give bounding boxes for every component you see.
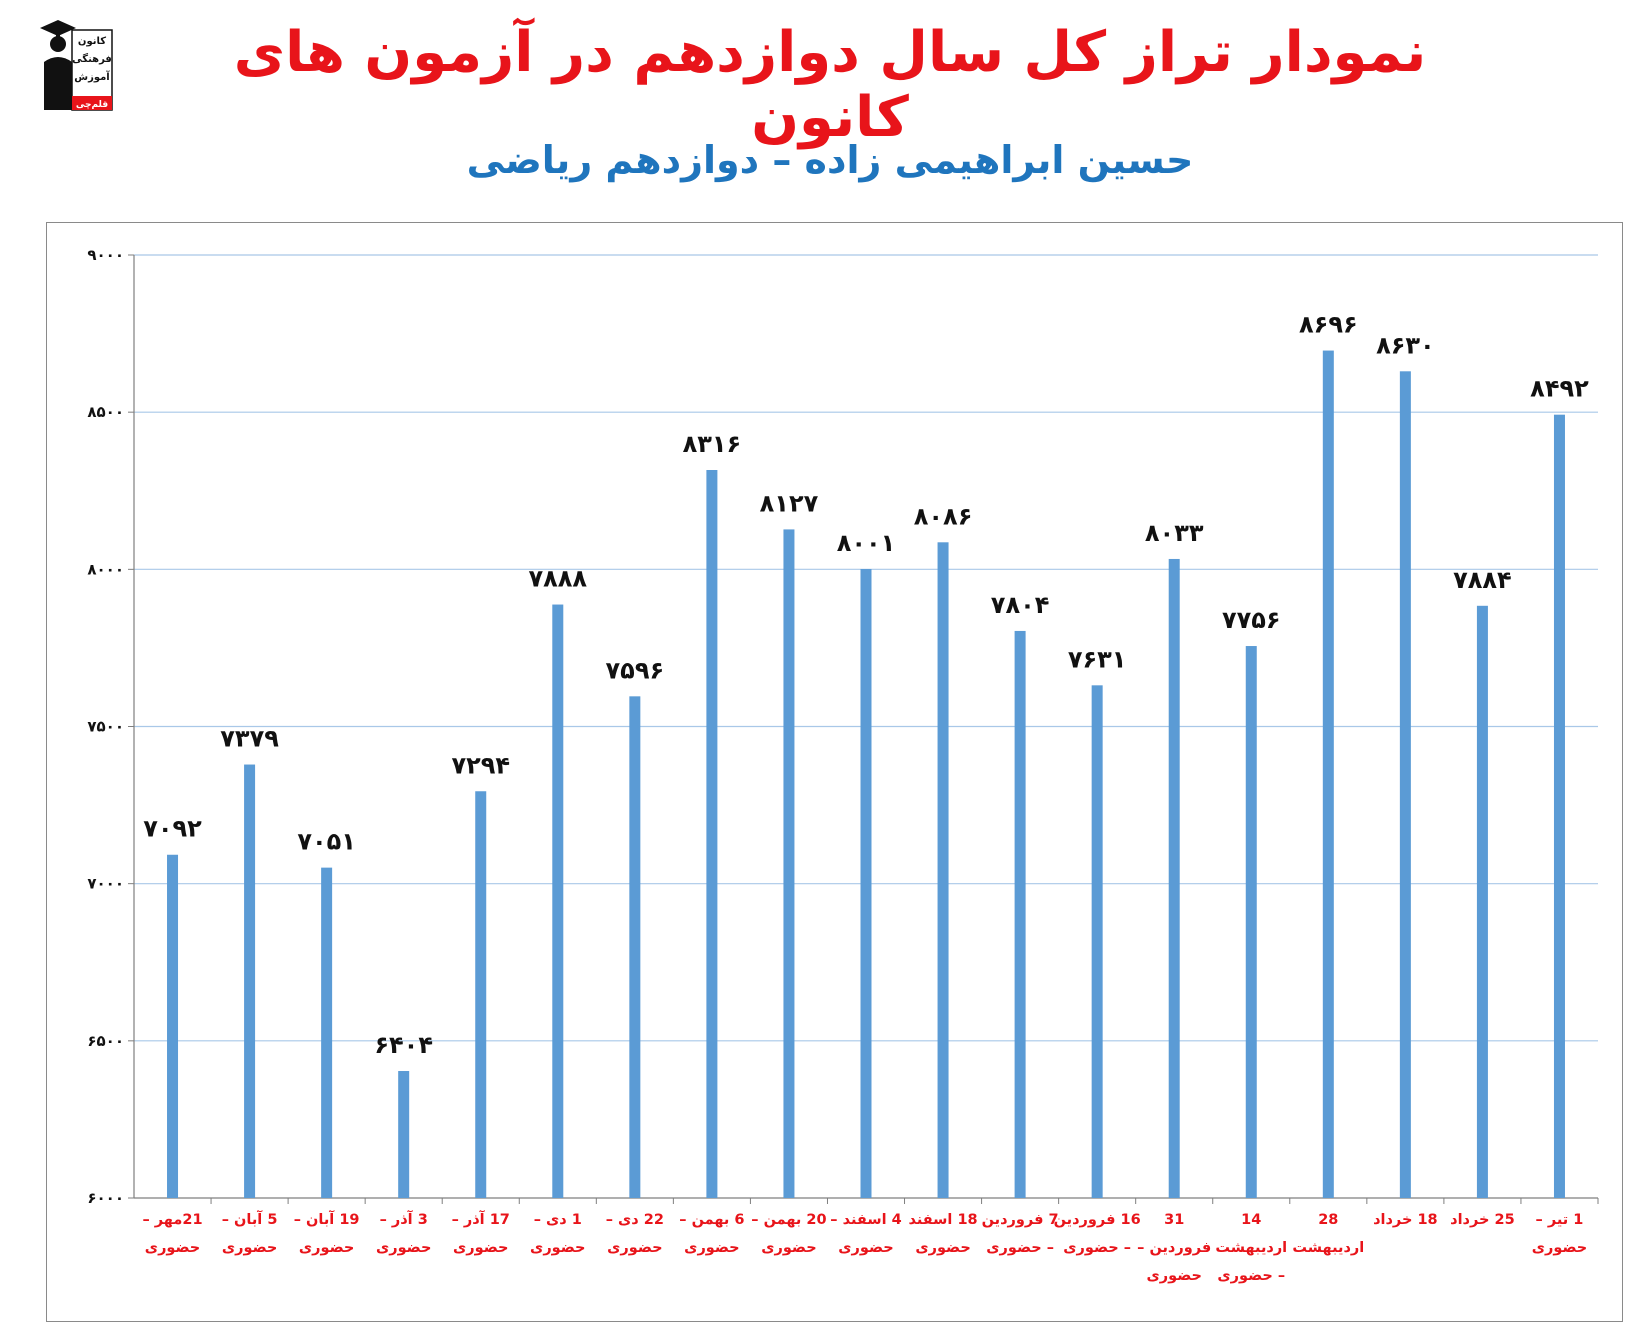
- bar: [860, 569, 872, 1198]
- data-label: ۷۰۹۲: [143, 815, 202, 843]
- category-label: اردیبهشت: [1215, 1240, 1287, 1256]
- category-label: حضوری: [915, 1240, 970, 1256]
- data-label: ۶۴۰۴: [374, 1031, 433, 1059]
- category-label: حضوری: [1146, 1268, 1201, 1284]
- y-tick-label: ۶۰۰۰: [87, 1189, 124, 1207]
- category-label: 31: [1164, 1212, 1184, 1228]
- bar: [783, 529, 795, 1198]
- bar: [321, 867, 333, 1198]
- data-labels: ۷۰۹۲ ۷۳۷۹ ۷۰۵۱ ۶۴۰۴ ۷۲۹۴ ۷۸۸۸ ۷۵۹۶ ۸۳۱۶ ۸۱۲۷ ۸۰۰۱…: [143, 311, 1589, 1059]
- logo-line: کانون: [78, 36, 106, 47]
- category-label: – حضوری: [1217, 1268, 1285, 1284]
- graduate-figure-icon: کانون فرهنگی آموزش قلم‌چی: [40, 20, 113, 111]
- bar: [475, 791, 487, 1198]
- data-label: ۸۴۹۲: [1530, 375, 1589, 403]
- category-label: 5 آبان –: [222, 1210, 278, 1228]
- bar: [1322, 350, 1334, 1198]
- bar: [1091, 685, 1103, 1198]
- category-label: 4 اسفند –: [830, 1212, 901, 1228]
- category-label: حضوری: [222, 1240, 277, 1256]
- category-label: 1 دی –: [534, 1212, 582, 1228]
- data-label: ۷۰۵۱: [297, 828, 356, 856]
- logo: کانون فرهنگی آموزش قلم‌چی: [36, 10, 126, 120]
- category-label: 1 تیر –: [1536, 1212, 1584, 1228]
- y-tick-label: ۷۰۰۰: [87, 875, 124, 893]
- category-label: حضوری: [453, 1240, 508, 1256]
- category-label: 18 اسفند: [908, 1212, 977, 1228]
- page-subtitle: حسین ابراهیمی زاده – دوازدهم ریاضی: [466, 138, 1194, 182]
- logo-line: آموزش: [74, 70, 110, 83]
- bar: [1399, 371, 1411, 1198]
- category-label: 28: [1318, 1212, 1338, 1228]
- category-label: حضوری: [607, 1240, 662, 1256]
- bars: [167, 350, 1565, 1198]
- data-label: ۸۶۹۶: [1299, 311, 1358, 339]
- logo-line: قلم‌چی: [76, 100, 108, 110]
- data-label: ۷۷۵۶: [1222, 606, 1281, 634]
- category-label: فروردین –: [1137, 1240, 1211, 1256]
- bar: [398, 1071, 410, 1198]
- bar: [1168, 558, 1180, 1198]
- y-tick-label: ۷۵۰۰: [87, 718, 124, 736]
- y-tick-label: ۸۵۰۰: [87, 403, 124, 421]
- data-label: ۷۲۹۴: [451, 751, 510, 779]
- category-label: 20 بهمن –: [751, 1212, 826, 1228]
- data-label: ۷۸۰۴: [991, 591, 1050, 619]
- category-label: 7 فروردین: [982, 1212, 1059, 1228]
- data-label: ۷۵۹۶: [606, 656, 665, 684]
- category-label: 25 خرداد: [1450, 1212, 1515, 1228]
- category-label: – حضوری: [986, 1240, 1054, 1256]
- category-label: حضوری: [530, 1240, 585, 1256]
- data-label: ۸۱۲۷: [760, 489, 819, 517]
- category-label: – حضوری: [1063, 1240, 1131, 1256]
- data-label: ۷۸۸۴: [1453, 566, 1512, 594]
- data-label: ۸۰۳۳: [1145, 519, 1204, 547]
- bar: [1476, 605, 1488, 1198]
- category-label: 19 آبان –: [294, 1210, 360, 1228]
- bar: [937, 542, 949, 1198]
- category-label: حضوری: [761, 1240, 816, 1256]
- bar: [1245, 646, 1257, 1198]
- category-label: 22 دی –: [606, 1212, 664, 1228]
- category-label: حضوری: [376, 1240, 431, 1256]
- category-label: 6 بهمن –: [679, 1212, 744, 1228]
- category-label: حضوری: [145, 1240, 200, 1256]
- bar: [1553, 414, 1565, 1198]
- chart-frame: [46, 222, 1623, 1322]
- data-label: ۸۶۳۰: [1376, 331, 1435, 359]
- category-label: حضوری: [838, 1240, 893, 1256]
- data-label: ۸۰۰۱: [837, 529, 896, 557]
- data-label: ۷۶۳۱: [1068, 645, 1127, 673]
- category-labels: 21مهر – حضوری 5 آبان – حضوری 19 آبان – حضوری 3…: [142, 1210, 1587, 1284]
- category-label: حضوری: [299, 1240, 354, 1256]
- category-label: 14: [1241, 1212, 1261, 1228]
- page-title: نمودار تراز کل سال دوازدهم در آزمون های …: [233, 20, 1427, 150]
- y-tick-label: ۸۰۰۰: [87, 560, 124, 578]
- data-label: ۸۳۱۶: [683, 430, 742, 458]
- y-tick-label: ۶۵۰۰: [87, 1032, 124, 1050]
- category-label: حضوری: [1532, 1240, 1587, 1256]
- category-label: 3 آذر –: [380, 1210, 428, 1228]
- category-label: حضوری: [684, 1240, 739, 1256]
- category-label: 16 فروردین: [1054, 1212, 1141, 1228]
- category-label: اردیبهشت: [1292, 1240, 1364, 1256]
- data-label: ۸۰۸۶: [914, 502, 973, 530]
- bar: [706, 470, 718, 1198]
- data-label: ۷۸۸۸: [528, 565, 587, 593]
- bar: [1014, 630, 1026, 1198]
- bar: [244, 764, 256, 1198]
- logo-line: فرهنگی: [72, 52, 112, 65]
- bar: [629, 696, 641, 1198]
- bar: [167, 854, 179, 1198]
- y-tick-label: ۹۰۰۰: [87, 246, 124, 264]
- bar: [552, 604, 564, 1198]
- category-label: 17 آذر –: [452, 1210, 510, 1228]
- category-label: 18 خرداد: [1373, 1212, 1438, 1228]
- axes: ۶۰۰۰ ۶۵۰۰ ۷۰۰۰ ۷۵۰۰ ۸۰۰۰ ۸۵۰۰ ۹۰۰۰: [87, 246, 1599, 1207]
- category-label: 21مهر –: [142, 1212, 202, 1228]
- data-label: ۷۳۷۹: [220, 725, 279, 753]
